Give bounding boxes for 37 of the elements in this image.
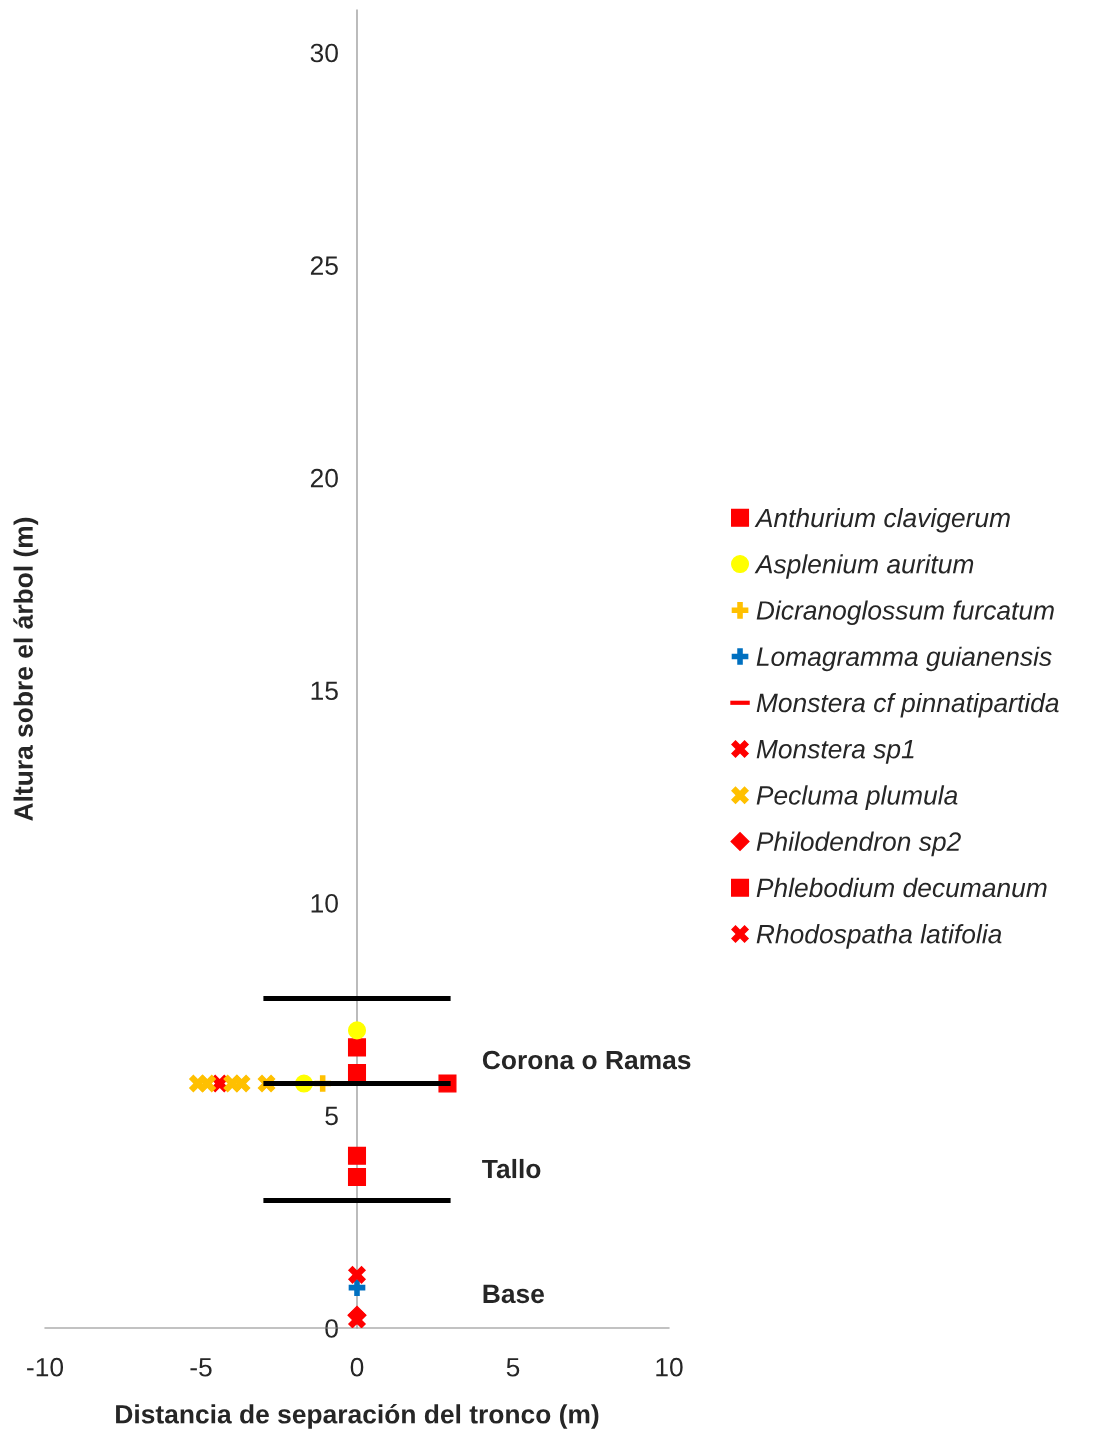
legend-label: Monstera cf pinnatipartida — [756, 692, 1059, 718]
annotation: Base — [483, 1284, 544, 1304]
point — [347, 1265, 367, 1284]
y-axis-title: Altura sobre el árbol (m) — [13, 517, 39, 821]
annotation: Corona o Ramas — [482, 1050, 691, 1070]
legend-label: Monstera sp1 — [756, 740, 914, 764]
y-tick-label: 15 — [311, 681, 338, 701]
point — [232, 1074, 251, 1093]
y-tick-label: 30 — [310, 43, 338, 63]
x-tick-label: 0 — [350, 1357, 364, 1377]
point — [347, 1168, 367, 1187]
point — [198, 1074, 217, 1093]
x-tick-label: 5 — [506, 1358, 520, 1377]
point — [347, 1310, 367, 1328]
y-tick-label: 25 — [310, 256, 338, 275]
x-tick-label: -10 — [27, 1357, 64, 1377]
x-axis-title: Distancia de separación del tronco (m) — [116, 1403, 599, 1429]
legend-label: Dicranoglossum furcatum — [756, 600, 1054, 626]
point — [347, 1146, 367, 1165]
legend-label: Philodendron sp2 — [756, 831, 961, 857]
point — [347, 1063, 367, 1082]
legend-label: Lomagramma guianensis — [756, 646, 1052, 672]
legend-label: Rhodospatha latifolia — [756, 924, 1002, 949]
y-tick-label: 20 — [310, 468, 338, 488]
point — [348, 1279, 366, 1296]
y-tick-label: 0 — [325, 1319, 338, 1338]
point — [347, 1021, 367, 1040]
point — [347, 1038, 367, 1057]
x-tick-label: 10 — [656, 1357, 683, 1377]
y-tick-label: 5 — [325, 1106, 338, 1126]
legend-label: Phlebodium decumanum — [756, 877, 1047, 898]
annotation: Tallo — [482, 1158, 541, 1179]
x-tick-label: -5 — [190, 1358, 212, 1377]
legend-label: Anthurium clavigerum — [754, 507, 1010, 533]
legend-label: Pecluma plumula — [756, 785, 958, 810]
y-tick-label: 10 — [311, 893, 338, 913]
legend-label: Asplenium auritum — [754, 554, 974, 579]
